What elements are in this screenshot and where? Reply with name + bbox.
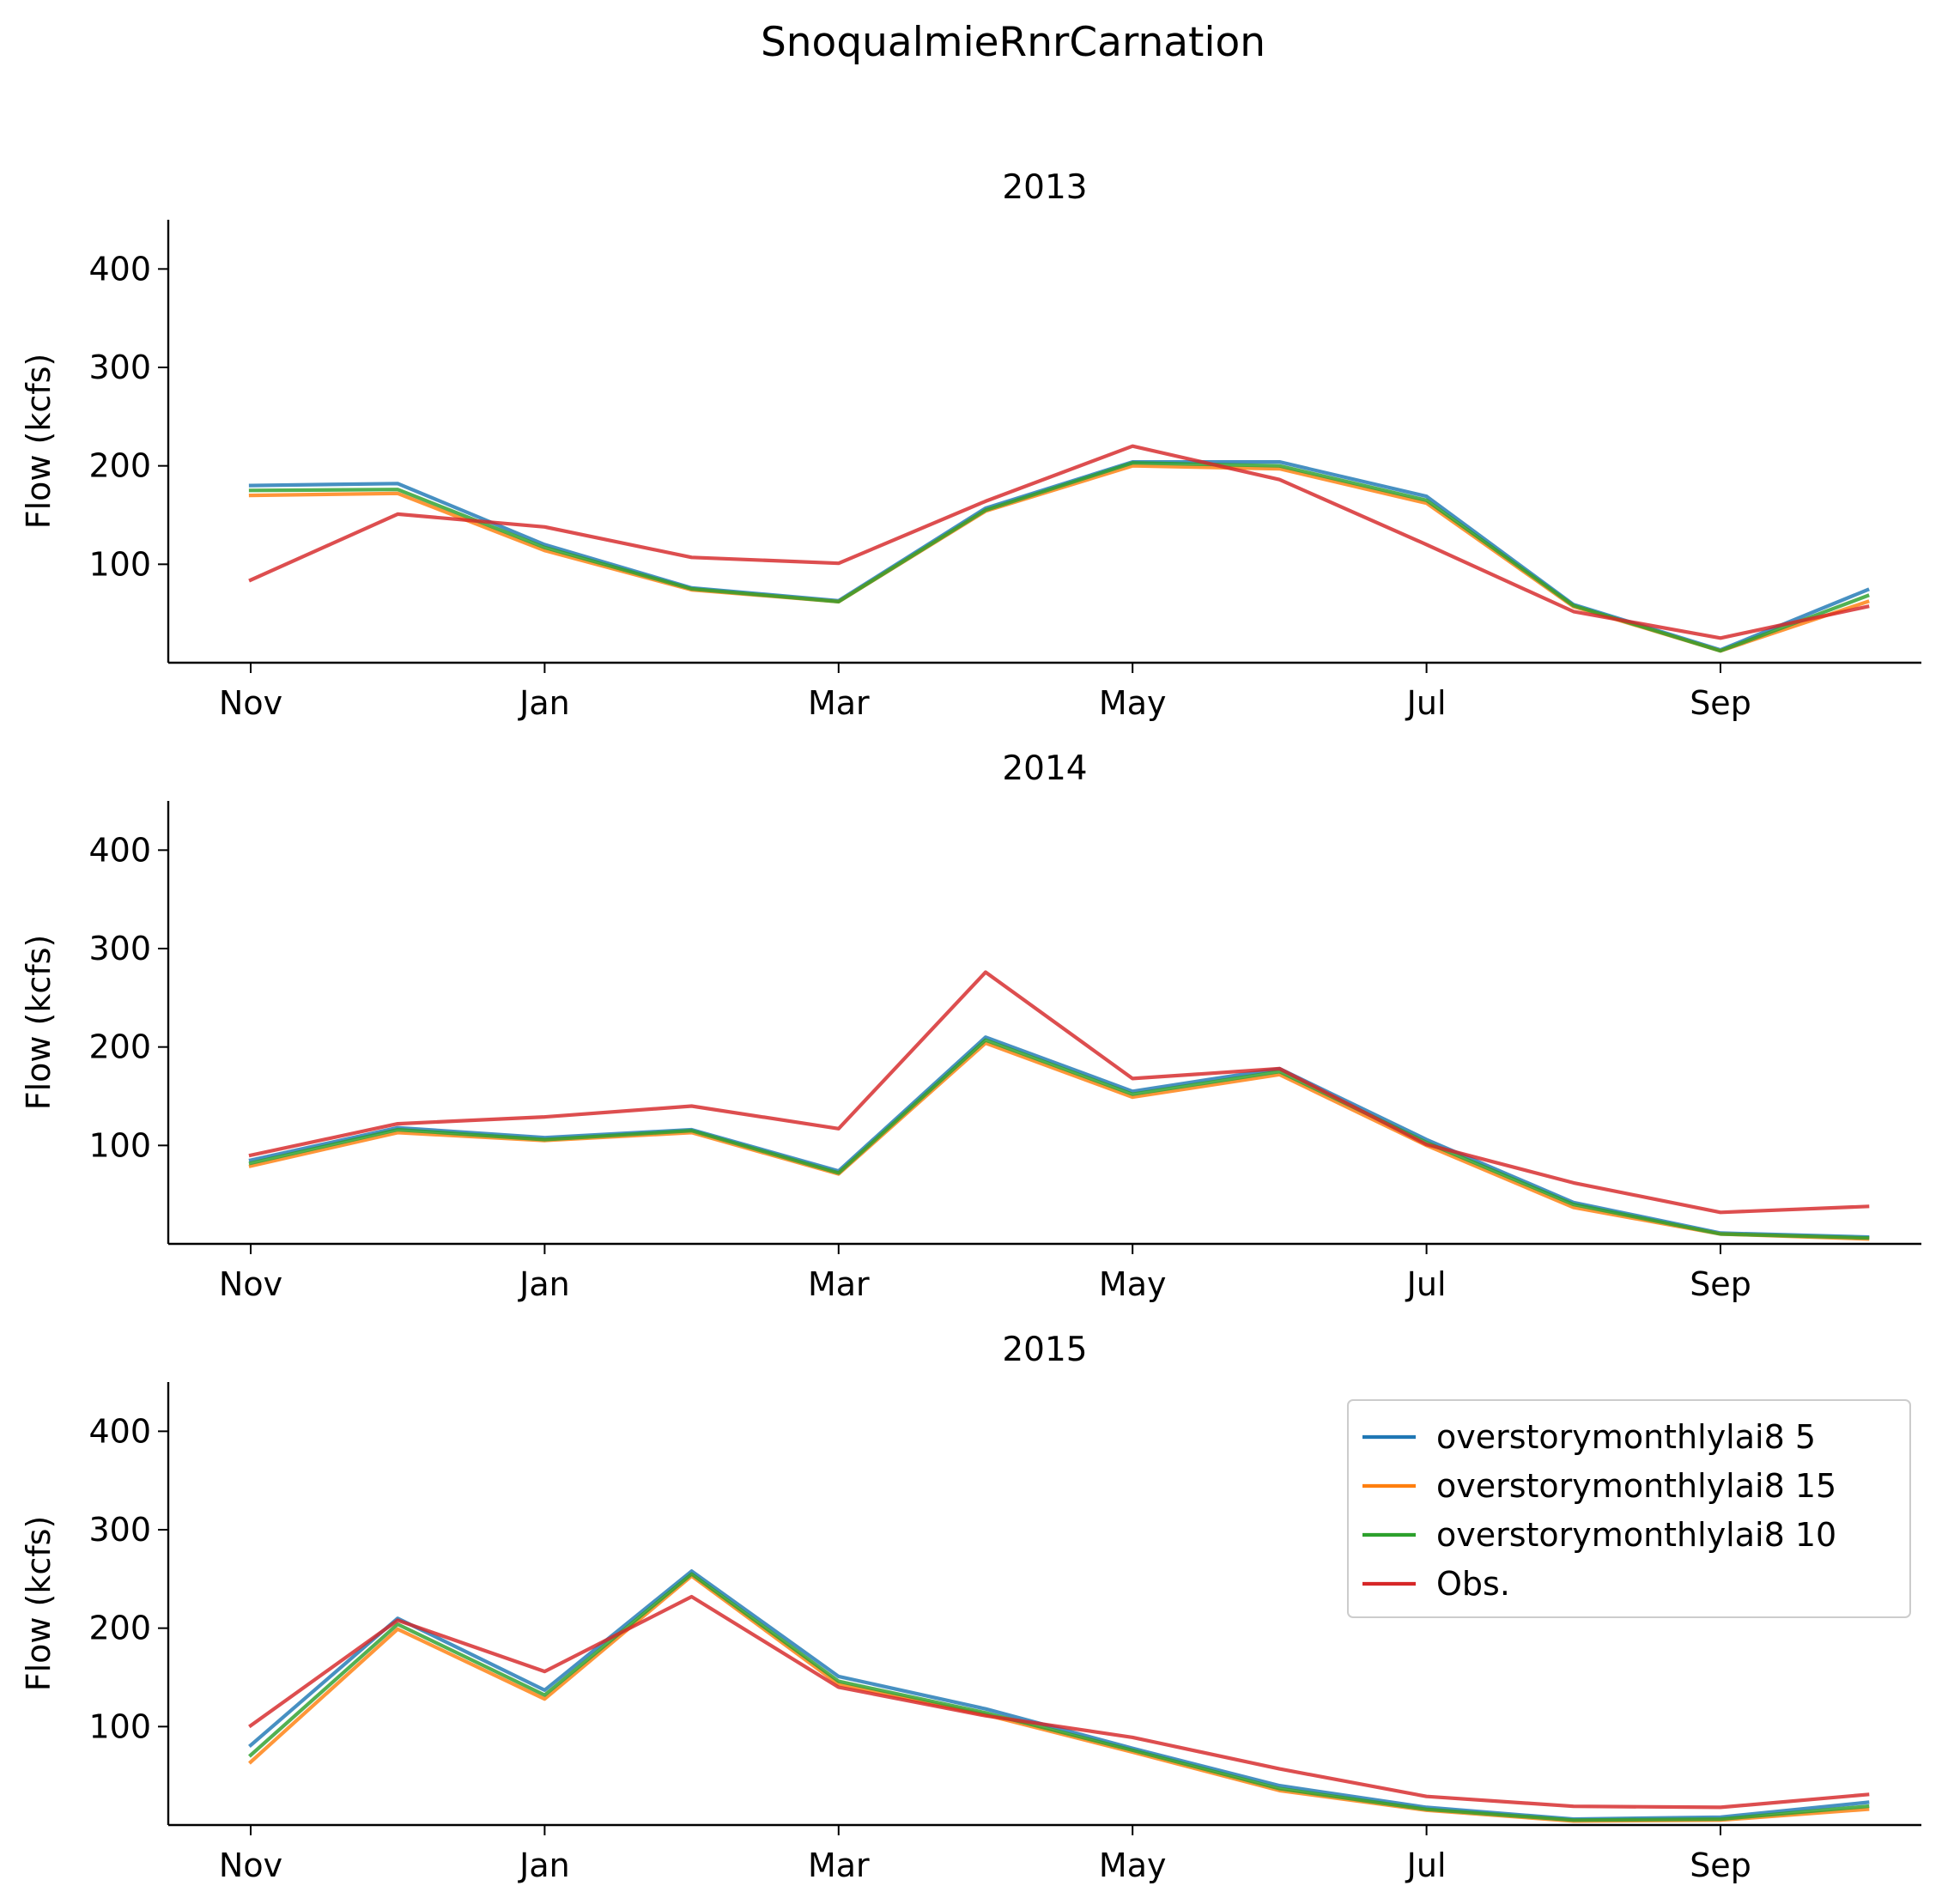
x-tick-label: Sep	[1690, 684, 1751, 722]
legend: overstorymonthlylai8 5 overstorymonthlyla…	[1347, 1399, 1911, 1618]
series-line-obs-	[248, 1594, 1870, 1810]
series-line-obs-	[248, 970, 1870, 1215]
y-tick-label: 200	[88, 1610, 151, 1647]
series-line-overstorymonthlylai8-15	[248, 1040, 1870, 1241]
legend-label: Obs.	[1436, 1565, 1510, 1603]
figure-title: SnoqualmieRnrCarnation	[761, 19, 1265, 66]
legend-frame	[1347, 1399, 1911, 1618]
y-tick-label: 100	[88, 1707, 151, 1745]
legend-label: overstorymonthlylai8 10	[1436, 1516, 1836, 1554]
y-tick-label: 400	[88, 1412, 151, 1450]
y-axis-label: Flow (kcfs)	[20, 935, 58, 1111]
y-tick-label: 200	[88, 447, 151, 485]
y-tick-label: 300	[88, 349, 151, 386]
series-line-obs-	[248, 444, 1870, 640]
y-tick-label: 100	[88, 1126, 151, 1164]
subplot-title: 2015	[1002, 1331, 1087, 1369]
x-tick-label: May	[1099, 1846, 1167, 1884]
x-tick-label: Sep	[1690, 1846, 1751, 1884]
x-tick-label: May	[1099, 684, 1167, 722]
x-tick-label: May	[1099, 1265, 1167, 1303]
subplot-2014: 2014 Flow (kcfs) 100 200 300 400 Nov Jan Mar May J…	[20, 749, 1921, 1303]
subplot-2015: 2015 Flow (kcfs) 100 200 300 400 Nov Jan Mar May J…	[20, 1331, 1921, 1884]
y-axis-label: Flow (kcfs)	[20, 354, 58, 530]
x-tick-label: Nov	[219, 1265, 282, 1303]
y-tick-label: 400	[88, 250, 151, 288]
x-tick-label: Jul	[1405, 1265, 1447, 1303]
x-tick-label: Jul	[1405, 684, 1447, 722]
y-tick-label: 100	[88, 545, 151, 583]
x-tick-label: Sep	[1690, 1265, 1751, 1303]
x-tick-label: Mar	[808, 1265, 870, 1303]
x-tick-label: Nov	[219, 1846, 282, 1884]
subplot-title: 2014	[1002, 749, 1087, 788]
y-tick-label: 300	[88, 930, 151, 967]
legend-label: overstorymonthlylai8 15	[1436, 1467, 1836, 1505]
x-tick-label: Mar	[808, 1846, 870, 1884]
x-tick-label: Jan	[518, 1265, 570, 1303]
y-axis-label: Flow (kcfs)	[20, 1516, 58, 1692]
x-tick-label: Jan	[518, 684, 570, 722]
y-tick-label: 200	[88, 1028, 151, 1066]
x-tick-label: Jul	[1405, 1846, 1447, 1884]
series-line-overstorymonthlylai8-10	[248, 1038, 1870, 1240]
subplot-title: 2013	[1002, 168, 1087, 207]
series-line-overstorymonthlylai8-10	[248, 1572, 1870, 1822]
legend-label: overstorymonthlylai8 5	[1436, 1418, 1816, 1456]
subplots: 2013 Flow (kcfs) 100 200 300 400 Nov Jan Mar May J…	[20, 168, 1921, 1884]
y-tick-label: 300	[88, 1511, 151, 1549]
subplot-2013: 2013 Flow (kcfs) 100 200 300 400 Nov Jan Mar May J…	[20, 168, 1921, 722]
x-tick-label: Nov	[219, 684, 282, 722]
x-tick-label: Jan	[518, 1846, 570, 1884]
y-tick-label: 400	[88, 831, 151, 869]
x-tick-label: Mar	[808, 684, 870, 722]
series-line-overstorymonthlylai8-10	[248, 461, 1870, 653]
